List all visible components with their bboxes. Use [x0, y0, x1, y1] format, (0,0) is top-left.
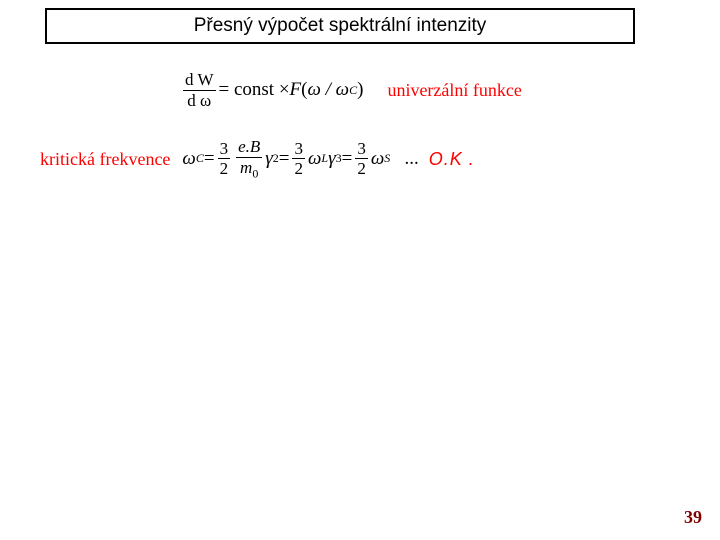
den: 2 — [355, 159, 368, 178]
fraction-dW-domega: d W d ω — [183, 71, 216, 110]
critical-frequency-label: kritická frekvence — [40, 149, 170, 170]
den: 2 — [292, 159, 305, 178]
frac-3-2-a: 3 2 — [218, 140, 231, 179]
omega-l: ω — [308, 148, 321, 170]
dots: ... — [390, 148, 419, 170]
den: m0 — [238, 158, 260, 180]
den: 2 — [218, 159, 231, 178]
arg-ratio: ω / ω — [307, 79, 349, 101]
slide-title: Přesný výpočet spektrální intenzity — [45, 8, 635, 44]
formula-2-math: ω C = 3 2 e.B m0 γ 2 = 3 2 ω L γ 3 = 3 2… — [182, 138, 418, 180]
omega-c: ω — [182, 148, 195, 170]
page-number: 39 — [684, 507, 702, 528]
frac-num: d W — [183, 71, 216, 91]
page-number-text: 39 — [684, 507, 702, 527]
formula-1-math: d W d ω = const × F ( ω / ω C ) — [180, 71, 363, 110]
formula-1: d W d ω = const × F ( ω / ω C ) univerzá… — [180, 66, 522, 114]
num: 3 — [292, 140, 305, 160]
m: m — [240, 158, 252, 177]
gamma2: γ — [328, 148, 336, 170]
func-F: F — [290, 79, 302, 101]
equals-const: = const × — [219, 79, 290, 101]
gamma: γ — [265, 148, 273, 170]
arg-sub: C — [349, 83, 357, 98]
num: 3 — [218, 140, 231, 160]
frac-3-2-b: 3 2 — [292, 140, 305, 179]
title-text: Přesný výpočet spektrální intenzity — [194, 15, 487, 37]
num: e.B — [236, 138, 262, 158]
formula-2: kritická frekvence ω C = 3 2 e.B m0 γ 2 … — [40, 135, 475, 183]
omega-c-sub: C — [196, 151, 204, 166]
num: 3 — [355, 140, 368, 160]
frac-eB-m0: e.B m0 — [236, 138, 262, 180]
m-sub: 0 — [252, 166, 258, 180]
frac-den: d ω — [185, 91, 213, 110]
omega-s: ω — [371, 148, 384, 170]
universal-function-label: univerzální funkce — [387, 80, 521, 101]
eq-3: = — [342, 148, 353, 170]
omega-l-sub: L — [321, 151, 328, 166]
frac-3-2-c: 3 2 — [355, 140, 368, 179]
eq-2: = — [279, 148, 290, 170]
arg-close: ) — [357, 79, 363, 101]
eq-1: = — [204, 148, 215, 170]
ok-label: O.K . — [429, 149, 475, 170]
